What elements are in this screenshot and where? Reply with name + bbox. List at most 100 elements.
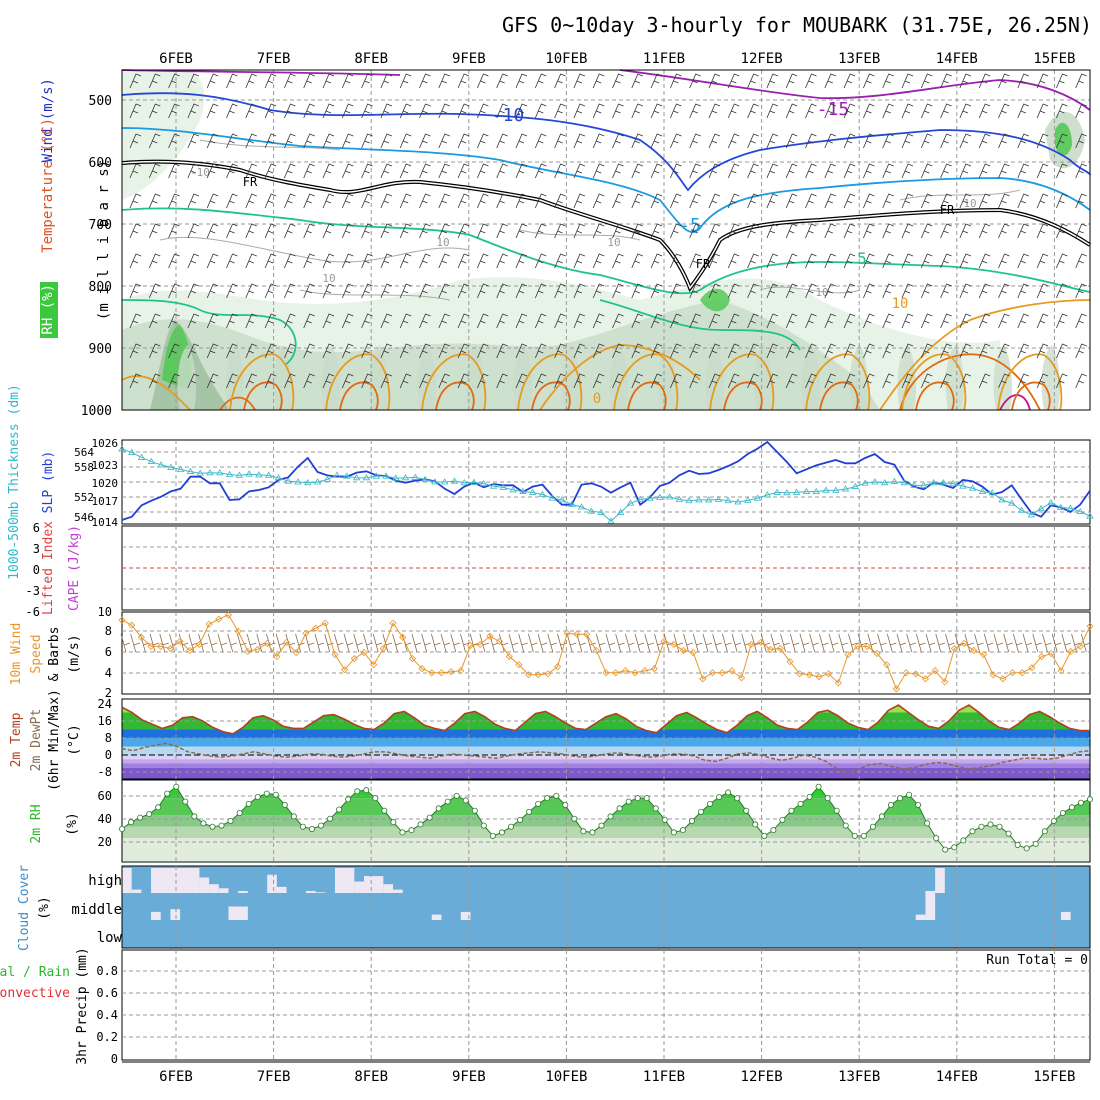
wind-barb — [920, 313, 933, 329]
thickness-point — [1056, 503, 1065, 510]
wind-barb — [747, 163, 759, 179]
wind-barb — [573, 73, 586, 89]
wind-barb — [438, 133, 450, 149]
wind-barb — [1017, 223, 1029, 239]
thickness-point — [137, 453, 146, 460]
wind-barb — [824, 73, 836, 89]
rh-point — [996, 823, 1003, 830]
wind-barb — [148, 343, 161, 359]
wind-speed-point — [1047, 649, 1055, 658]
wind-speed-point — [524, 671, 533, 679]
wind-barb — [940, 163, 952, 179]
wind-barb — [863, 283, 875, 299]
wind-barb — [1075, 133, 1087, 149]
wind-barb — [515, 193, 528, 209]
wind-barb — [631, 313, 643, 329]
wind-barb — [843, 283, 856, 299]
wind-barb — [650, 373, 663, 389]
wind-barb — [670, 163, 682, 179]
wind-barb — [1075, 253, 1087, 269]
wind-barb — [670, 103, 682, 119]
cloud-middle-bar — [151, 911, 161, 920]
precip-legend-conv: Convective — [0, 986, 70, 1001]
wind-barb — [206, 343, 219, 359]
wind-barb — [747, 73, 759, 89]
wind-barb — [322, 283, 335, 299]
wind-barb — [168, 163, 180, 179]
wind-barb — [380, 163, 393, 179]
wind-barb — [341, 313, 354, 329]
wind-speed-point — [157, 642, 165, 650]
wind-barb — [650, 133, 663, 149]
wind-barb-10m — [1022, 633, 1033, 653]
wind-barb — [1036, 283, 1049, 299]
wind-barb — [824, 253, 836, 269]
rh-point — [308, 826, 315, 833]
rh-point — [987, 821, 994, 828]
wind-barb — [747, 133, 759, 149]
wind-barb — [708, 163, 721, 179]
wind-barb — [496, 103, 508, 119]
rh-point — [607, 813, 614, 820]
wind-barb — [592, 343, 605, 359]
thickness-tick: 546 — [74, 511, 94, 524]
thickness-point — [352, 474, 361, 481]
thickness-point — [851, 482, 860, 489]
wind-barb — [592, 73, 605, 89]
wind-barb — [1056, 163, 1068, 179]
contour-label: 10 — [607, 236, 620, 249]
wind-barb — [303, 163, 315, 179]
upper-air-ylabel: (m i l l i b a r s) Wind (m/s) Temperatu… — [40, 78, 112, 338]
wind-barb — [573, 193, 586, 209]
wind-barb — [1036, 73, 1049, 89]
wind-speed-point — [224, 611, 233, 619]
wind-barb — [670, 373, 682, 389]
thickness-tick: 552 — [74, 491, 94, 504]
rh-point — [173, 783, 180, 790]
wind-barb — [264, 313, 277, 329]
contour-label: 10 — [963, 197, 976, 210]
wind-barb — [534, 313, 547, 329]
rh-point — [860, 832, 867, 839]
wind-barb — [380, 223, 393, 239]
wind-barb-10m — [557, 633, 567, 653]
wind-barb — [766, 283, 779, 299]
wind-barb — [399, 193, 412, 209]
wind-barb-10m — [886, 633, 897, 653]
rh-contour — [299, 289, 451, 301]
wind-barb — [303, 253, 315, 269]
wind-barb-10m — [916, 633, 926, 653]
wind-barb-10m — [673, 633, 684, 653]
rh-point — [951, 844, 958, 851]
rh2m-panel: 60 40 20 — [98, 779, 1094, 863]
thickness-point — [959, 482, 967, 489]
wind-barb — [534, 253, 547, 269]
temp-tick: -8 — [98, 765, 112, 779]
thickness-point — [607, 517, 615, 524]
wind-speed-point — [341, 666, 349, 674]
wind-barb-10m — [353, 633, 363, 653]
rh-point — [1014, 842, 1021, 849]
wind-speed-point — [825, 670, 833, 678]
wind-barb — [264, 163, 277, 179]
rh-point — [616, 805, 623, 812]
wind-barb-10m — [130, 633, 140, 653]
wind-barb — [554, 73, 566, 89]
wind-barb — [940, 223, 952, 239]
wind-barb-10m — [266, 633, 276, 653]
cloud-high-bar — [238, 890, 248, 893]
wind-barb — [1017, 103, 1029, 119]
wind-barb — [592, 283, 605, 299]
wind-barb — [148, 73, 161, 89]
thickness-point — [626, 499, 635, 506]
wind-barb-10m — [780, 633, 790, 653]
wind-barb — [1036, 133, 1049, 149]
temp-label-2: 2m DewPt — [29, 709, 44, 772]
thickness-point — [822, 486, 830, 493]
wind-tick: 6 — [105, 645, 112, 659]
wind-barb — [766, 313, 779, 329]
thickness-point — [519, 487, 527, 494]
thickness-point — [558, 496, 566, 503]
wind-barb — [573, 223, 586, 239]
